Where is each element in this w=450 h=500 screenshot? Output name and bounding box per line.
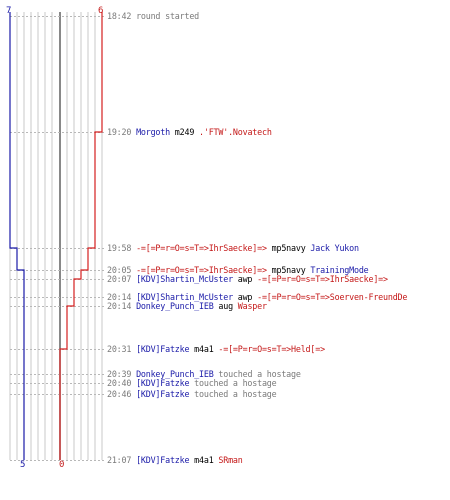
player-ct: Jack Yukon	[310, 243, 359, 253]
event-text: touched a hostage	[213, 369, 301, 379]
event-row: 21:07 [KDV]Fatzke m4a1 SRman	[107, 454, 243, 466]
event-row: 20:14 [KDV]Shartin_McUster awp -=[=P=r=O…	[107, 291, 407, 303]
event-time: 20:14	[107, 292, 137, 302]
event-time: 18:42	[107, 11, 137, 21]
event-row: 20:14 Donkey_Punch_IEB aug Wasper	[107, 300, 267, 312]
player-t: -=[=P=r=O=s=T=>IhrSaecke]=>	[136, 265, 267, 275]
event-time: 19:58	[107, 243, 137, 253]
event-row: 19:58 -=[=P=r=O=s=T=>IhrSaecke]=> mp5nav…	[107, 242, 359, 254]
player-ct: [KDV]Fatzke	[136, 344, 190, 354]
event-text: round started	[136, 11, 200, 21]
event-time: 20:14	[107, 301, 137, 311]
player-t: -=[=P=r=O=s=T=>Held[=>	[218, 344, 325, 354]
event-row: 20:31 [KDV]Fatzke m4a1 -=[=P=r=O=s=T=>He…	[107, 343, 325, 355]
event-row: 20:46 [KDV]Fatzke touched a hostage	[107, 388, 277, 400]
team-a-start-count: 7	[6, 6, 12, 16]
event-text: m4a1	[189, 455, 219, 465]
event-text: m249	[169, 127, 200, 137]
player-t: -=[=P=r=O=s=T=>IhrSaecke]=>	[136, 243, 267, 253]
event-text: m4a1	[189, 344, 219, 354]
player-t: Wasper	[237, 301, 267, 311]
event-time: 20:46	[107, 389, 137, 399]
event-row: 20:40 [KDV]Fatzke touched a hostage	[107, 377, 277, 389]
event-text: awp	[232, 274, 258, 284]
player-ct: TrainingMode	[310, 265, 369, 275]
player-ct: [KDV]Fatzke	[136, 455, 190, 465]
event-text: aug	[213, 301, 238, 311]
event-time: 20:31	[107, 344, 137, 354]
team-b-start-count: 6	[98, 6, 104, 16]
event-time: 19:20	[107, 127, 137, 137]
event-text: awp	[232, 292, 258, 302]
team-a-alive-line	[9, 12, 25, 460]
team-b-alive-line	[59, 12, 103, 460]
event-text: mp5navy	[266, 243, 311, 253]
event-row: 20:39 Donkey_Punch_IEB touched a hostage	[107, 368, 301, 380]
event-text: touched a hostage	[189, 378, 277, 388]
player-ct: Morgoth	[136, 127, 170, 137]
player-ct: [KDV]Shartin_McUster	[136, 274, 233, 284]
event-time: 20:39	[107, 369, 137, 379]
event-time: 20:07	[107, 274, 137, 284]
player-ct: [KDV]Fatzke	[136, 378, 190, 388]
event-row: 19:20 Morgoth m249 .'FTW'.Novatech	[107, 126, 272, 138]
event-time: 21:07	[107, 455, 137, 465]
player-ct: Donkey_Punch_IEB	[136, 369, 214, 379]
player-t: .'FTW'.Novatech	[199, 127, 272, 137]
event-time: 20:40	[107, 378, 137, 388]
player-t: SRman	[218, 455, 243, 465]
player-t: -=[=P=r=O=s=T=>Soerven-FreundDe	[257, 292, 408, 302]
event-text: mp5navy	[266, 265, 311, 275]
event-time: 20:05	[107, 265, 137, 275]
event-text: touched a hostage	[189, 389, 277, 399]
player-ct: [KDV]Fatzke	[136, 389, 190, 399]
team-b-end-count: 0	[59, 460, 65, 470]
player-ct: Donkey_Punch_IEB	[136, 301, 214, 311]
player-t: -=[=P=r=O=s=T=>IhrSaecke]=>	[257, 274, 388, 284]
team-a-end-count: 5	[20, 460, 26, 470]
event-row: 20:07 [KDV]Shartin_McUster awp -=[=P=r=O…	[107, 273, 388, 285]
event-row: 18:42 round started	[107, 10, 199, 22]
event-row: 20:05 -=[=P=r=O=s=T=>IhrSaecke]=> mp5nav…	[107, 264, 369, 276]
round-timeline-chart	[9, 12, 106, 461]
player-ct: [KDV]Shartin_McUster	[136, 292, 233, 302]
